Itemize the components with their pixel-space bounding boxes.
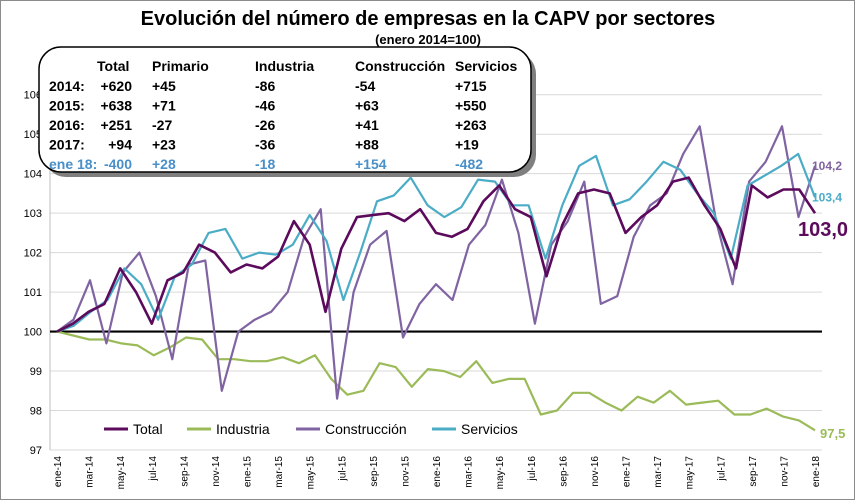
table-header: Construcción bbox=[355, 58, 445, 74]
x-tick-label: nov-17 bbox=[779, 456, 790, 487]
y-tick-label: 104 bbox=[24, 169, 42, 181]
table-cell: +45 bbox=[152, 78, 176, 94]
x-tick-label: ene-17 bbox=[622, 456, 633, 488]
end-label-construccion: 104,2 bbox=[812, 159, 842, 173]
x-tick-label: jul-14 bbox=[148, 456, 159, 482]
x-tick-label: jul-15 bbox=[337, 456, 348, 482]
legend-label-total: Total bbox=[133, 421, 163, 437]
series-line-construccion bbox=[56, 125, 817, 400]
x-tick-label: nov-14 bbox=[211, 456, 222, 487]
table-cell: +94 bbox=[108, 137, 132, 153]
annual-change-table: Total Primario Industria Construcción Servic… bbox=[38, 46, 536, 177]
table-cell: -26 bbox=[255, 117, 275, 133]
end-label-total: 103,0 bbox=[798, 219, 848, 241]
y-tick-label: 100 bbox=[24, 327, 42, 339]
table-cell: +28 bbox=[152, 156, 176, 172]
table-header: Servicios bbox=[455, 58, 517, 74]
y-tick-label: 105 bbox=[24, 129, 42, 141]
series-line-servicios bbox=[56, 152, 817, 333]
table-cell: +550 bbox=[455, 98, 487, 114]
x-tick-label: jul-16 bbox=[527, 456, 538, 482]
table-row-year: 2015: bbox=[49, 98, 85, 114]
x-tick-label: ene-16 bbox=[432, 456, 443, 488]
table-cell: +715 bbox=[455, 78, 487, 94]
table-cell: -86 bbox=[255, 78, 275, 94]
table-cell: +41 bbox=[355, 117, 379, 133]
x-tick-label: mar-17 bbox=[653, 456, 664, 488]
table-cell: -36 bbox=[255, 137, 275, 153]
table-cell: +638 bbox=[100, 98, 132, 114]
series-lines bbox=[56, 125, 817, 432]
y-tick-label: 99 bbox=[30, 366, 42, 378]
table-cell: -482 bbox=[455, 156, 483, 172]
table-header: Primario bbox=[152, 58, 209, 74]
y-tick-label: 103 bbox=[24, 208, 42, 220]
table-cell: +71 bbox=[152, 98, 176, 114]
x-tick-label: may-15 bbox=[306, 456, 317, 490]
y-tick-label: 101 bbox=[24, 287, 42, 299]
table-cell: +63 bbox=[355, 98, 379, 114]
legend-label-construccion: Construcción bbox=[325, 421, 407, 437]
series-line-total bbox=[56, 176, 817, 333]
table-cell: -18 bbox=[255, 156, 275, 172]
end-label-industria: 97,5 bbox=[820, 426, 845, 441]
x-tick-label: sep-14 bbox=[179, 456, 190, 487]
table-row-year: ene 18: bbox=[49, 156, 97, 172]
table-cell: -46 bbox=[255, 98, 275, 114]
table-header: Industria bbox=[255, 58, 314, 74]
x-tick-label: nov-16 bbox=[590, 456, 601, 487]
table-row-year: 2017: bbox=[49, 137, 85, 153]
table-box bbox=[38, 46, 532, 173]
end-labels: 104,2 103,4 103,0 97,5 bbox=[798, 159, 848, 441]
table-cell: -400 bbox=[104, 156, 132, 172]
legend-label-industria: Industria bbox=[216, 421, 270, 437]
table-cell: +23 bbox=[152, 137, 176, 153]
table-cell: +19 bbox=[455, 137, 479, 153]
x-tick-label: mar-15 bbox=[274, 456, 285, 488]
x-tick-label: jul-17 bbox=[716, 456, 727, 482]
x-axis-ticks: ene-14 mar-14 may-14 jul-14 sep-14 nov-14 ene-… bbox=[53, 456, 822, 490]
legend-label-servicios: Servicios bbox=[461, 421, 518, 437]
chart-title: Evolución del número de empresas en la C… bbox=[141, 8, 716, 30]
x-tick-label: mar-16 bbox=[464, 456, 475, 488]
x-tick-label: may-14 bbox=[116, 456, 127, 490]
x-tick-label: ene-15 bbox=[243, 456, 254, 488]
table-cell: +88 bbox=[355, 137, 379, 153]
y-tick-label: 97 bbox=[30, 445, 42, 457]
end-label-servicios: 103,4 bbox=[812, 190, 842, 204]
table-header: Total bbox=[97, 58, 129, 74]
table-cell: +620 bbox=[100, 78, 132, 94]
chart-subtitle: (enero 2014=100) bbox=[375, 32, 481, 47]
x-tick-label: sep-15 bbox=[369, 456, 380, 487]
legend: Total Industria Construcción Servicios bbox=[104, 421, 518, 437]
x-tick-label: may-16 bbox=[495, 456, 506, 490]
series-line-industria bbox=[56, 330, 816, 432]
y-tick-label: 98 bbox=[30, 406, 42, 418]
x-tick-label: ene-18 bbox=[811, 456, 822, 488]
x-tick-label: ene-14 bbox=[53, 456, 64, 488]
x-tick-label: sep-17 bbox=[748, 456, 759, 487]
table-cell: +154 bbox=[355, 156, 387, 172]
y-axis-ticks: 97 98 99 100 101 102 103 104 105 106 bbox=[24, 90, 42, 457]
y-tick-label: 106 bbox=[24, 90, 42, 102]
x-tick-label: mar-14 bbox=[85, 456, 96, 488]
table-cell: +251 bbox=[100, 117, 132, 133]
table-row-year: 2016: bbox=[49, 117, 85, 133]
x-tick-label: sep-16 bbox=[558, 456, 569, 487]
y-tick-label: 102 bbox=[24, 248, 42, 260]
table-cell: -27 bbox=[152, 117, 172, 133]
x-tick-label: nov-15 bbox=[400, 456, 411, 487]
table-cell: -54 bbox=[355, 78, 375, 94]
x-tick-label: may-17 bbox=[685, 456, 696, 490]
table-cell: +263 bbox=[455, 117, 487, 133]
table-row-year: 2014: bbox=[49, 78, 85, 94]
